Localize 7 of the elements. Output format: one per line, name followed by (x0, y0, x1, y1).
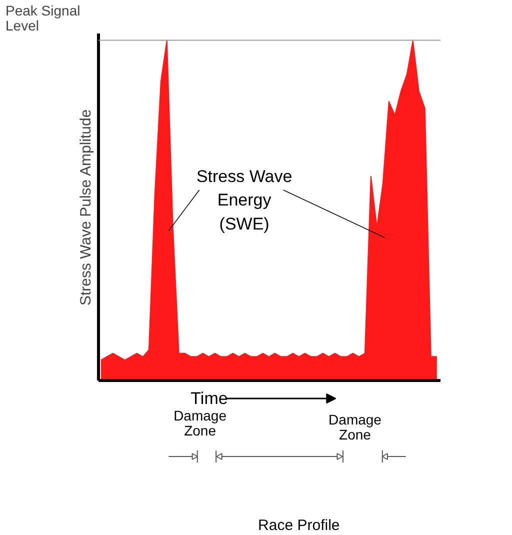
text: Damage Zone (328, 412, 382, 442)
ref-line-label: Peak Signal Level (6, 2, 80, 34)
annotation: Stress Wave Energy (SWE) (196, 166, 292, 234)
x-axis-title: Time (190, 389, 228, 408)
text: Damage Zone (174, 408, 227, 438)
text: Race Profile (258, 517, 340, 534)
y-axis-title: Stress Wave Pulse Amplitude (78, 109, 94, 306)
